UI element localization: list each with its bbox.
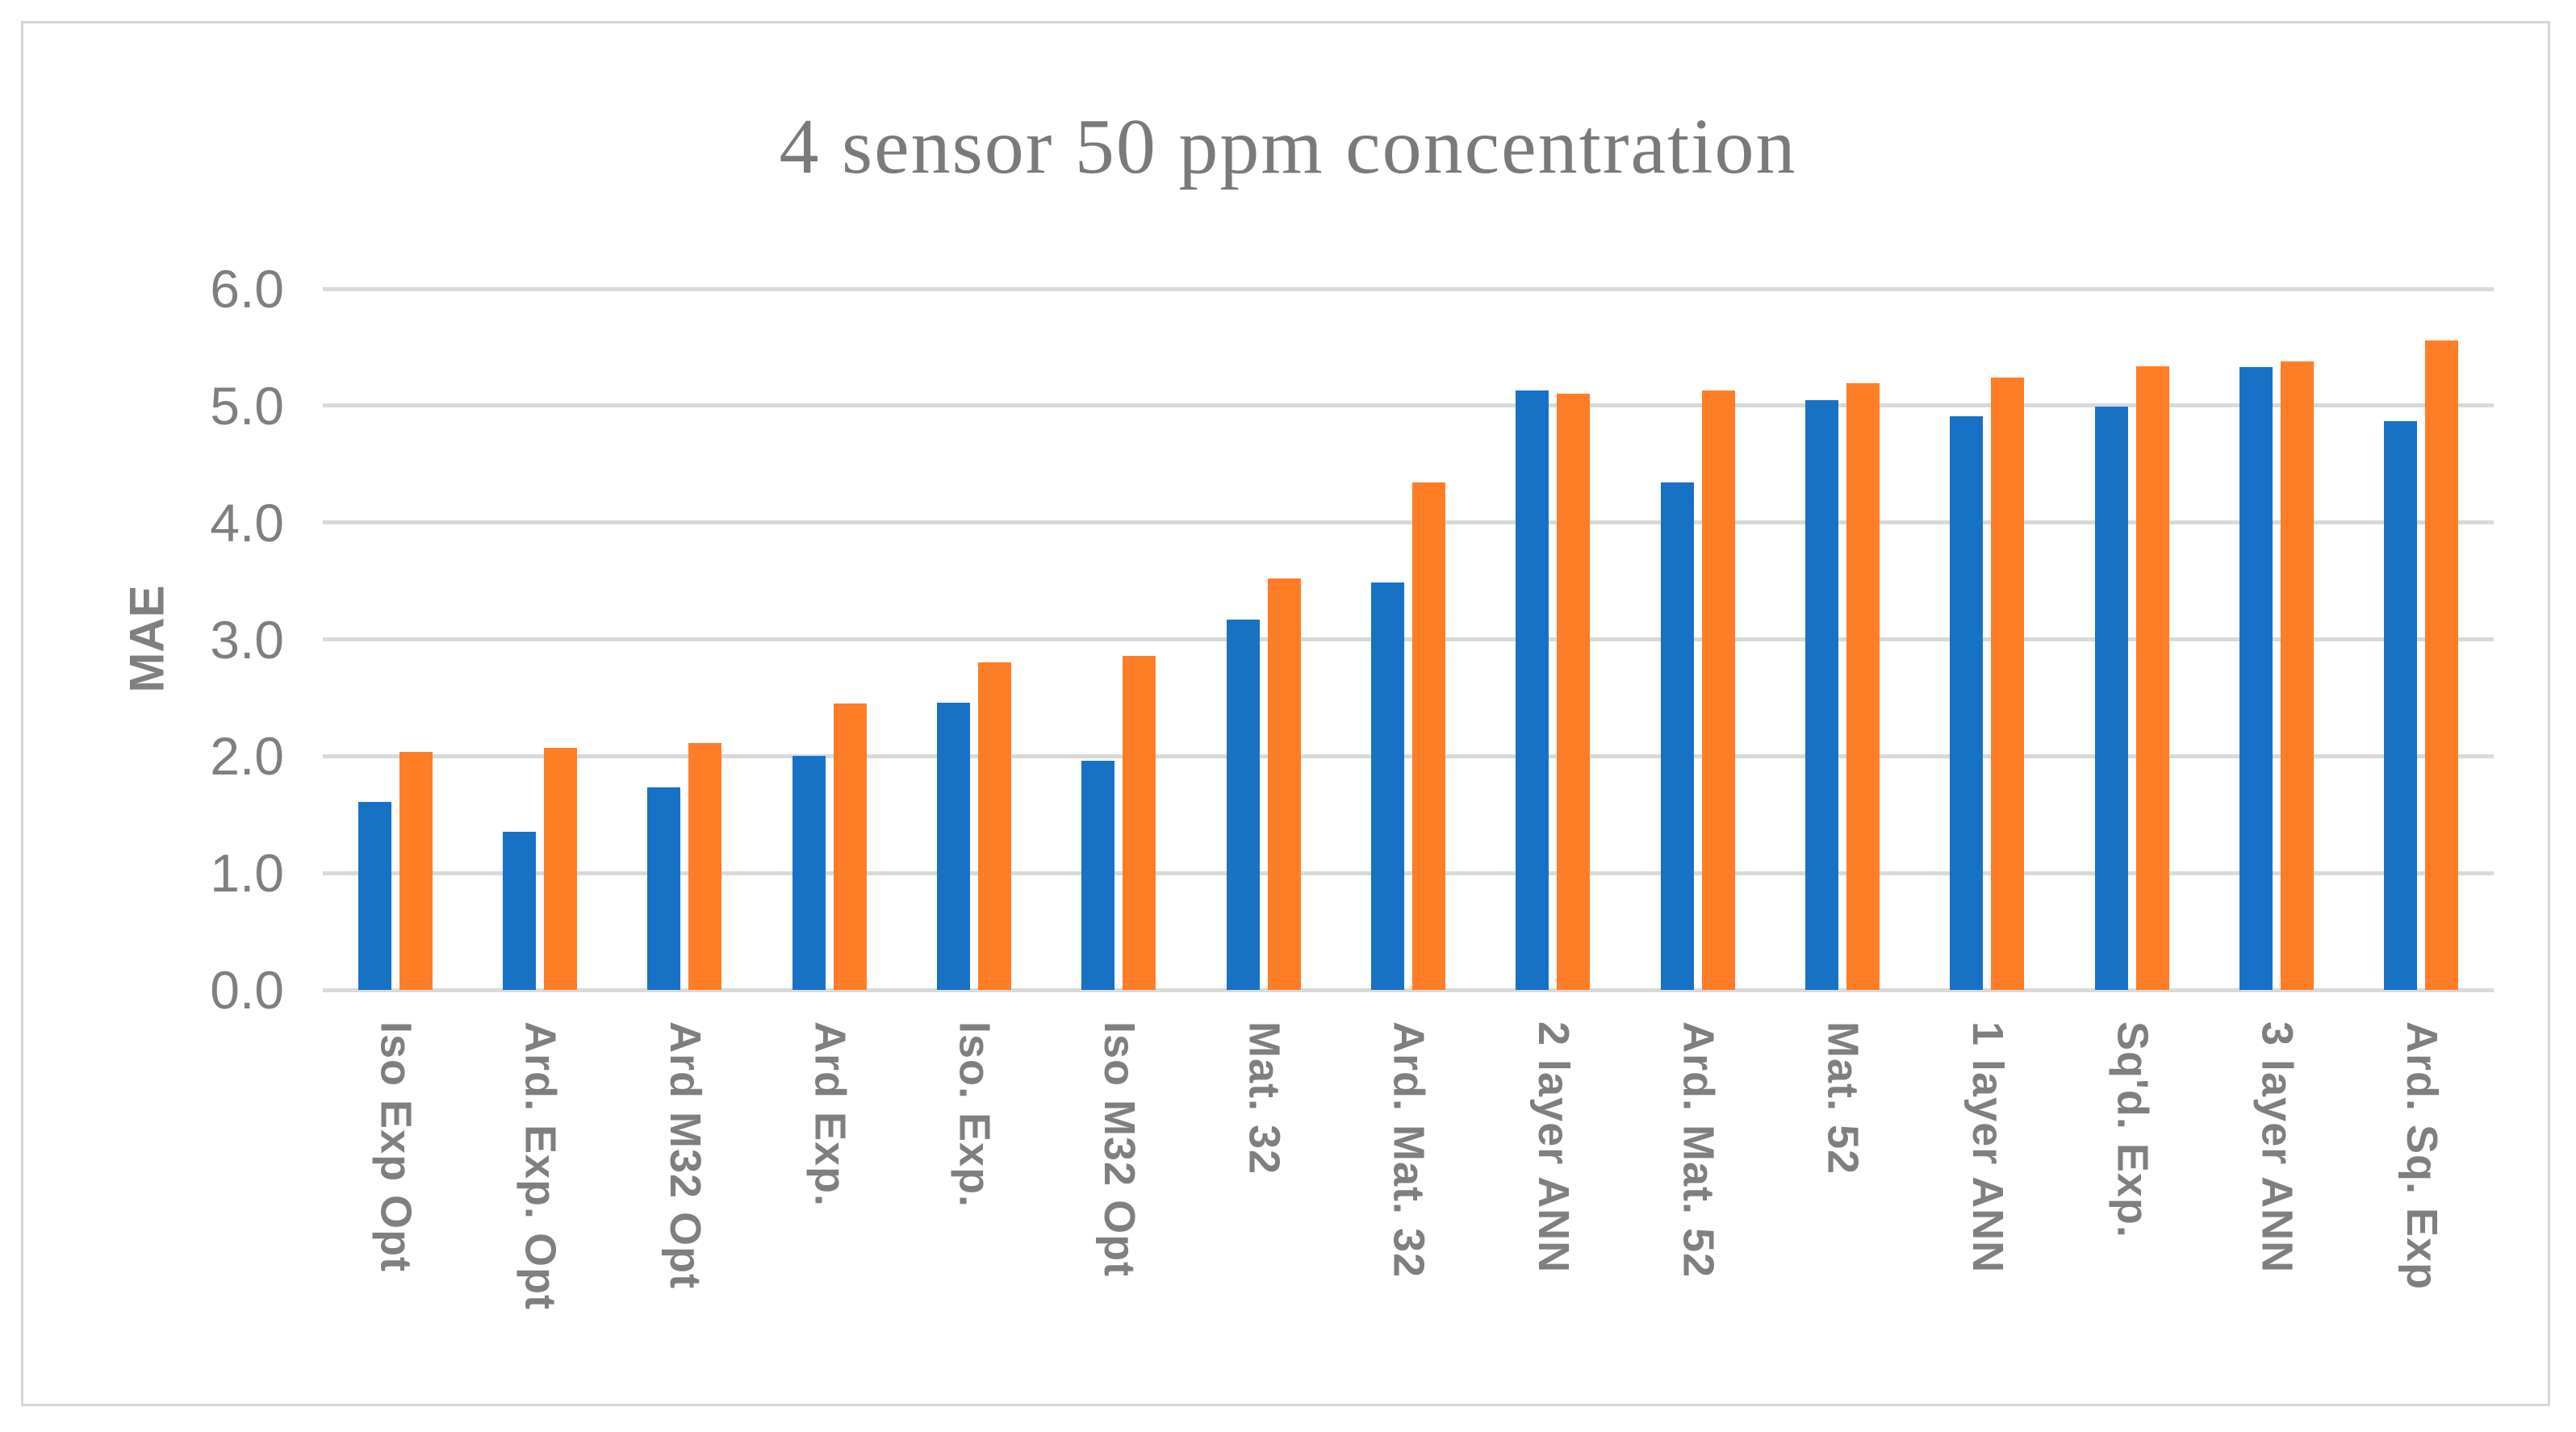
bar-group bbox=[901, 289, 1046, 990]
orange-series-bar bbox=[1557, 394, 1591, 990]
bar-group bbox=[757, 289, 901, 990]
blue-series-bar bbox=[936, 702, 970, 990]
bar-group bbox=[1915, 289, 2060, 990]
x-category-label: 3 layer ANN bbox=[2252, 1021, 2302, 1274]
orange-series-bar bbox=[688, 743, 722, 990]
bar-group bbox=[2204, 289, 2348, 990]
x-category-label: Iso. Exp. bbox=[950, 1021, 999, 1209]
x-category-label: Sq'd. Exp. bbox=[2108, 1021, 2157, 1238]
chart-title: 4 sensor 50 ppm concentration bbox=[779, 103, 1797, 190]
blue-series-bar bbox=[1660, 482, 1694, 990]
y-tick-label: 5.0 bbox=[210, 375, 284, 436]
orange-series-bar bbox=[1267, 578, 1301, 990]
x-label-cell: Ard Exp. bbox=[757, 1021, 901, 1368]
gridline-2.0 bbox=[323, 754, 2494, 758]
x-label-cell: Iso. Exp. bbox=[901, 1021, 1046, 1368]
y-tick-label: 3.0 bbox=[210, 609, 284, 670]
bar-group bbox=[1770, 289, 1914, 990]
x-category-label: Ard. Mat. 52 bbox=[1674, 1021, 1723, 1279]
bar-group bbox=[1625, 289, 1770, 990]
blue-series-bar bbox=[2384, 420, 2418, 990]
x-label-cell: Ard. Mat. 32 bbox=[1336, 1021, 1480, 1368]
gridline-6.0 bbox=[323, 286, 2494, 291]
y-tick-label: 6.0 bbox=[210, 259, 284, 319]
orange-series-bar bbox=[1123, 655, 1156, 990]
x-label-cell: 3 layer ANN bbox=[2204, 1021, 2348, 1368]
orange-series-bar bbox=[399, 751, 433, 990]
x-category-label: 2 layer ANN bbox=[1528, 1021, 1578, 1274]
x-category-label: Ard Exp. bbox=[805, 1021, 855, 1208]
x-label-cell: Sq'd. Exp. bbox=[2060, 1021, 2204, 1368]
gridline-3.0 bbox=[323, 637, 2494, 641]
bar-group bbox=[467, 289, 612, 990]
blue-series-bar bbox=[1081, 761, 1115, 990]
bar-group bbox=[323, 289, 467, 990]
orange-series-bar bbox=[1411, 482, 1445, 990]
orange-series-bar bbox=[977, 662, 1011, 990]
gridline-1.0 bbox=[323, 870, 2494, 875]
x-category-label: Ard. Sq. Exp bbox=[2397, 1021, 2446, 1291]
orange-series-bar bbox=[1701, 390, 1735, 990]
bar-group bbox=[2349, 289, 2494, 990]
bar-group bbox=[1336, 289, 1480, 990]
orange-series-bar bbox=[1846, 383, 1880, 990]
gridline-5.0 bbox=[323, 403, 2494, 408]
blue-series-bar bbox=[502, 832, 536, 990]
plot-area bbox=[323, 286, 2494, 992]
bar-group bbox=[2060, 289, 2204, 990]
x-category-label: Ard. Mat. 32 bbox=[1384, 1021, 1433, 1279]
x-label-cell: Ard. Exp. Opt bbox=[467, 1021, 612, 1368]
blue-series-bar bbox=[792, 756, 826, 990]
x-category-label: Ard M32 Opt bbox=[661, 1021, 710, 1290]
gridline-4.0 bbox=[323, 520, 2494, 525]
blue-series-bar bbox=[1516, 390, 1549, 990]
blue-series-bar bbox=[1950, 415, 1984, 990]
y-tick-label: 2.0 bbox=[210, 726, 284, 787]
x-label-cell: Iso M32 Opt bbox=[1047, 1021, 1191, 1368]
orange-series-bar bbox=[543, 748, 577, 990]
orange-series-bar bbox=[2280, 361, 2314, 990]
bar-series-container bbox=[323, 289, 2494, 990]
orange-series-bar bbox=[1991, 378, 2025, 990]
x-label-cell: Ard M32 Opt bbox=[613, 1021, 757, 1368]
x-label-cell: Mat. 32 bbox=[1191, 1021, 1336, 1368]
blue-series-bar bbox=[1226, 619, 1260, 990]
blue-series-bar bbox=[1804, 399, 1838, 990]
x-category-label: Mat. 52 bbox=[1818, 1021, 1867, 1175]
bar-group bbox=[613, 289, 757, 990]
orange-series-bar bbox=[833, 703, 867, 990]
gridline-0.0 bbox=[323, 987, 2494, 992]
x-label-cell: Iso Exp Opt bbox=[323, 1021, 467, 1368]
y-tick-label: 1.0 bbox=[210, 843, 284, 904]
x-category-label: Iso Exp Opt bbox=[371, 1021, 420, 1273]
x-category-label: Mat. 32 bbox=[1240, 1021, 1289, 1175]
blue-series-bar bbox=[2239, 367, 2273, 990]
orange-series-bar bbox=[2135, 365, 2169, 990]
x-category-label: Ard. Exp. Opt bbox=[516, 1021, 565, 1311]
x-axis-category-labels: Iso Exp Opt Ard. Exp. Opt Ard M32 Opt Ard E… bbox=[323, 1021, 2494, 1368]
y-tick-label: 0.0 bbox=[210, 960, 284, 1020]
x-label-cell: 2 layer ANN bbox=[1481, 1021, 1625, 1368]
blue-series-bar bbox=[2094, 407, 2128, 990]
orange-series-bar bbox=[2425, 340, 2459, 990]
x-label-cell: 1 layer ANN bbox=[1915, 1021, 2060, 1368]
bar-group bbox=[1047, 289, 1191, 990]
y-tick-label: 4.0 bbox=[210, 492, 284, 553]
blue-series-bar bbox=[358, 801, 391, 990]
x-label-cell: Ard. Sq. Exp bbox=[2349, 1021, 2494, 1368]
blue-series-bar bbox=[647, 787, 681, 990]
x-label-cell: Ard. Mat. 52 bbox=[1625, 1021, 1770, 1368]
x-category-label: Iso M32 Opt bbox=[1095, 1021, 1144, 1278]
x-label-cell: Mat. 52 bbox=[1770, 1021, 1914, 1368]
bar-group bbox=[1191, 289, 1336, 990]
bar-group bbox=[1481, 289, 1625, 990]
x-category-label: 1 layer ANN bbox=[1963, 1021, 2012, 1274]
blue-series-bar bbox=[1370, 582, 1404, 990]
